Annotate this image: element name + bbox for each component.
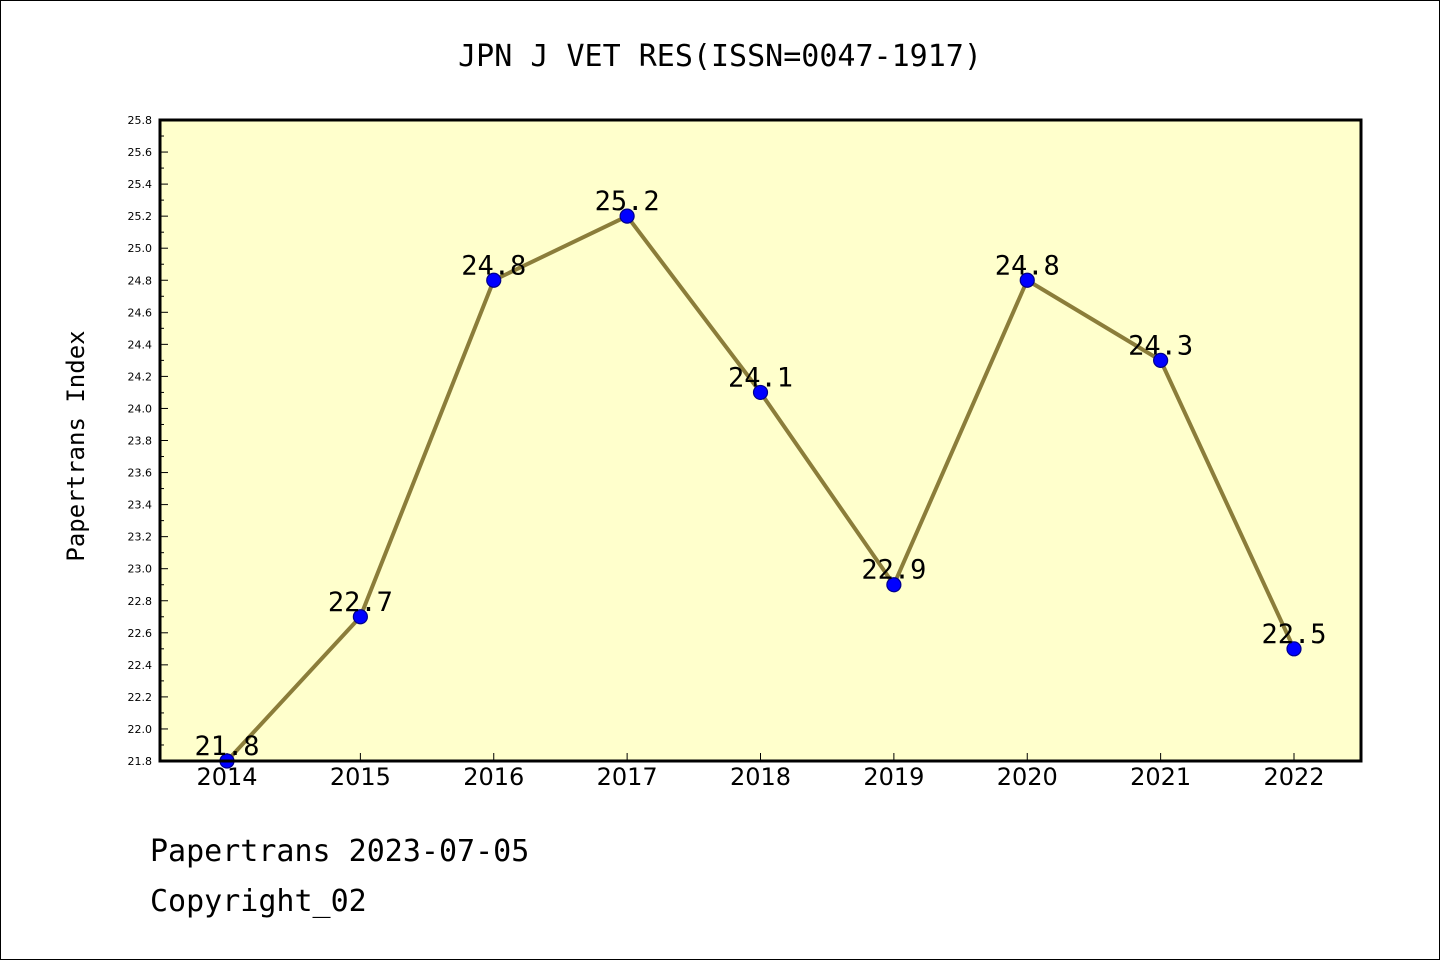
y-tick-label: 23.0 bbox=[128, 563, 153, 576]
y-tick-label: 25.2 bbox=[128, 210, 153, 223]
y-tick-label: 22.2 bbox=[128, 691, 153, 704]
y-tick-label: 25.0 bbox=[128, 242, 153, 255]
footer-copyright: Copyright_02 bbox=[150, 884, 367, 919]
x-tick-label: 2019 bbox=[863, 763, 924, 791]
data-label: 24.8 bbox=[995, 250, 1060, 281]
x-tick-label: 2021 bbox=[1130, 763, 1191, 791]
data-label: 22.9 bbox=[861, 555, 926, 586]
series-layer: 21.8 22.7 24.8 25.2 24.1 22.9 24.8 24.3 22.5 bbox=[194, 186, 1327, 769]
data-point bbox=[1286, 641, 1302, 657]
x-axis: 2014 2015 2016 2017 2018 2019 2020 2021 2022 bbox=[196, 753, 1325, 791]
y-tick-label: 22.8 bbox=[128, 595, 153, 608]
y-tick-label: 25.8 bbox=[128, 114, 153, 127]
y-tick-label: 24.2 bbox=[128, 370, 153, 383]
data-point bbox=[619, 208, 635, 224]
y-axis-label: Papertrans Index bbox=[62, 330, 90, 561]
y-tick-label: 22.6 bbox=[128, 627, 153, 640]
data-label: 24.3 bbox=[1128, 330, 1193, 361]
y-tick-label: 23.8 bbox=[128, 435, 153, 448]
data-label: 22.5 bbox=[1261, 619, 1326, 650]
footer-date: Papertrans 2023-07-05 bbox=[150, 834, 530, 869]
plot-area bbox=[160, 120, 1361, 761]
y-tick-label: 22.4 bbox=[128, 659, 153, 672]
y-tick-label: 25.4 bbox=[128, 178, 153, 191]
x-tick-label: 2020 bbox=[997, 763, 1058, 791]
y-tick-label: 22.0 bbox=[128, 723, 153, 736]
data-point bbox=[1019, 272, 1035, 288]
x-tick-label: 2015 bbox=[330, 763, 391, 791]
y-tick-label: 24.0 bbox=[128, 402, 153, 415]
data-label: 22.7 bbox=[328, 587, 393, 618]
data-point bbox=[352, 609, 368, 625]
y-tick-label: 24.6 bbox=[128, 306, 153, 319]
data-label: 24.1 bbox=[728, 362, 793, 393]
chart-title: JPN J VET RES(ISSN=0047-1917) bbox=[458, 39, 982, 74]
plot-border bbox=[158, 118, 1363, 763]
x-tick-label: 2022 bbox=[1263, 763, 1324, 791]
y-tick-label: 23.4 bbox=[128, 499, 153, 512]
y-tick-label: 21.8 bbox=[128, 755, 153, 768]
y-tick-label: 25.6 bbox=[128, 146, 153, 159]
x-tick-label: 2016 bbox=[463, 763, 524, 791]
data-point bbox=[486, 272, 502, 288]
y-tick-label: 23.6 bbox=[128, 467, 153, 480]
data-label: 24.8 bbox=[461, 250, 526, 281]
data-label: 25.2 bbox=[595, 186, 660, 217]
y-tick-label: 24.8 bbox=[128, 274, 153, 287]
y-tick-label: 23.2 bbox=[128, 531, 153, 544]
data-point bbox=[886, 577, 902, 593]
x-tick-label: 2017 bbox=[597, 763, 658, 791]
y-tick-label: 24.4 bbox=[128, 338, 153, 351]
data-point bbox=[752, 384, 769, 401]
x-tick-label: 2018 bbox=[730, 763, 791, 791]
data-point bbox=[1153, 352, 1169, 368]
data-label: 21.8 bbox=[194, 731, 259, 762]
